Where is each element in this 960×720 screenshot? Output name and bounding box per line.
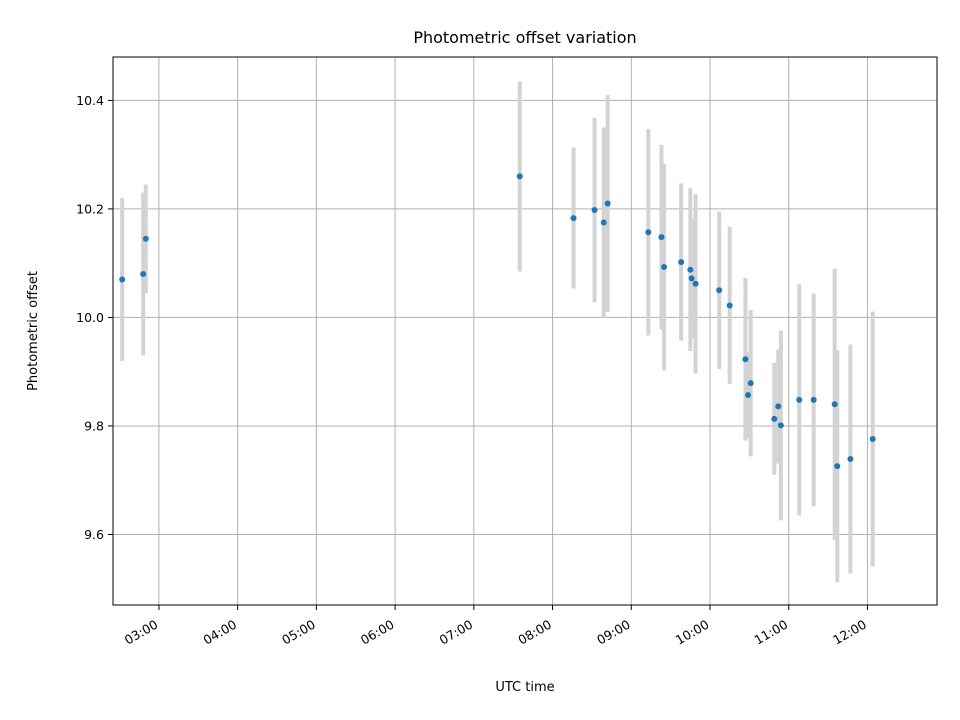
data-point — [591, 207, 598, 214]
data-point — [777, 422, 784, 429]
data-point — [142, 235, 149, 242]
data-point — [742, 356, 749, 363]
y-axis-label: Photometric offset — [26, 271, 41, 391]
y-axis: 9.6 9.8 10.0 10.2 10.4 — [76, 93, 113, 542]
x-tick-label: 04:00 — [200, 617, 239, 648]
data-point — [726, 302, 733, 309]
data-point — [771, 415, 778, 422]
x-tick-label: 08:00 — [515, 617, 554, 648]
data-point — [692, 280, 699, 287]
data-point — [678, 259, 685, 266]
data-point — [688, 275, 695, 282]
data-point — [847, 456, 854, 463]
data-point — [658, 234, 665, 241]
data-point — [747, 380, 754, 387]
data-point — [645, 229, 652, 236]
data-point — [516, 173, 523, 180]
y-tick-label: 10.2 — [76, 201, 104, 216]
x-tick-label: 09:00 — [594, 617, 633, 648]
x-tick-label: 10:00 — [673, 617, 712, 648]
x-axis: 03:00 04:00 05:00 06:00 07:00 08:00 09:00 10:00… — [122, 605, 869, 648]
x-tick-label: 11:00 — [752, 617, 791, 648]
y-tick-label: 9.8 — [84, 418, 104, 433]
data-point — [687, 266, 694, 273]
data-point — [604, 200, 611, 207]
data-point — [831, 401, 838, 408]
data-point — [600, 219, 607, 226]
data-point — [140, 271, 147, 278]
y-tick-label: 10.0 — [76, 310, 104, 325]
errorbar-layer — [120, 81, 875, 583]
data-point — [570, 215, 577, 222]
data-point — [810, 396, 817, 403]
plot-frame — [112, 56, 938, 606]
y-tick-label: 10.4 — [76, 93, 104, 108]
data-point — [745, 392, 752, 399]
data-point — [661, 263, 668, 270]
x-tick-label: 03:00 — [122, 617, 161, 648]
data-point — [119, 276, 126, 283]
point-layer — [119, 173, 876, 470]
y-tick-label: 9.6 — [84, 527, 104, 542]
data-point — [775, 403, 782, 410]
data-point — [869, 435, 876, 442]
x-tick-label: 07:00 — [437, 617, 476, 648]
x-tick-label: 05:00 — [279, 617, 318, 648]
x-tick-label: 06:00 — [358, 617, 397, 648]
data-point — [834, 463, 841, 470]
x-tick-label: 12:00 — [830, 617, 869, 648]
data-point — [796, 396, 803, 403]
x-axis-label: UTC time — [495, 680, 554, 695]
chart-title: Photometric offset variation — [413, 28, 636, 47]
data-point — [716, 287, 723, 294]
